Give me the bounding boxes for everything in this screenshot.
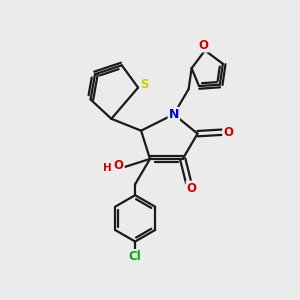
Text: O: O — [187, 182, 196, 194]
Text: O: O — [199, 39, 208, 52]
Text: O: O — [223, 126, 233, 139]
Text: H: H — [103, 163, 111, 173]
Text: N: N — [169, 108, 179, 121]
Text: S: S — [140, 78, 149, 91]
Text: O: O — [114, 159, 124, 172]
Text: Cl: Cl — [129, 250, 142, 263]
